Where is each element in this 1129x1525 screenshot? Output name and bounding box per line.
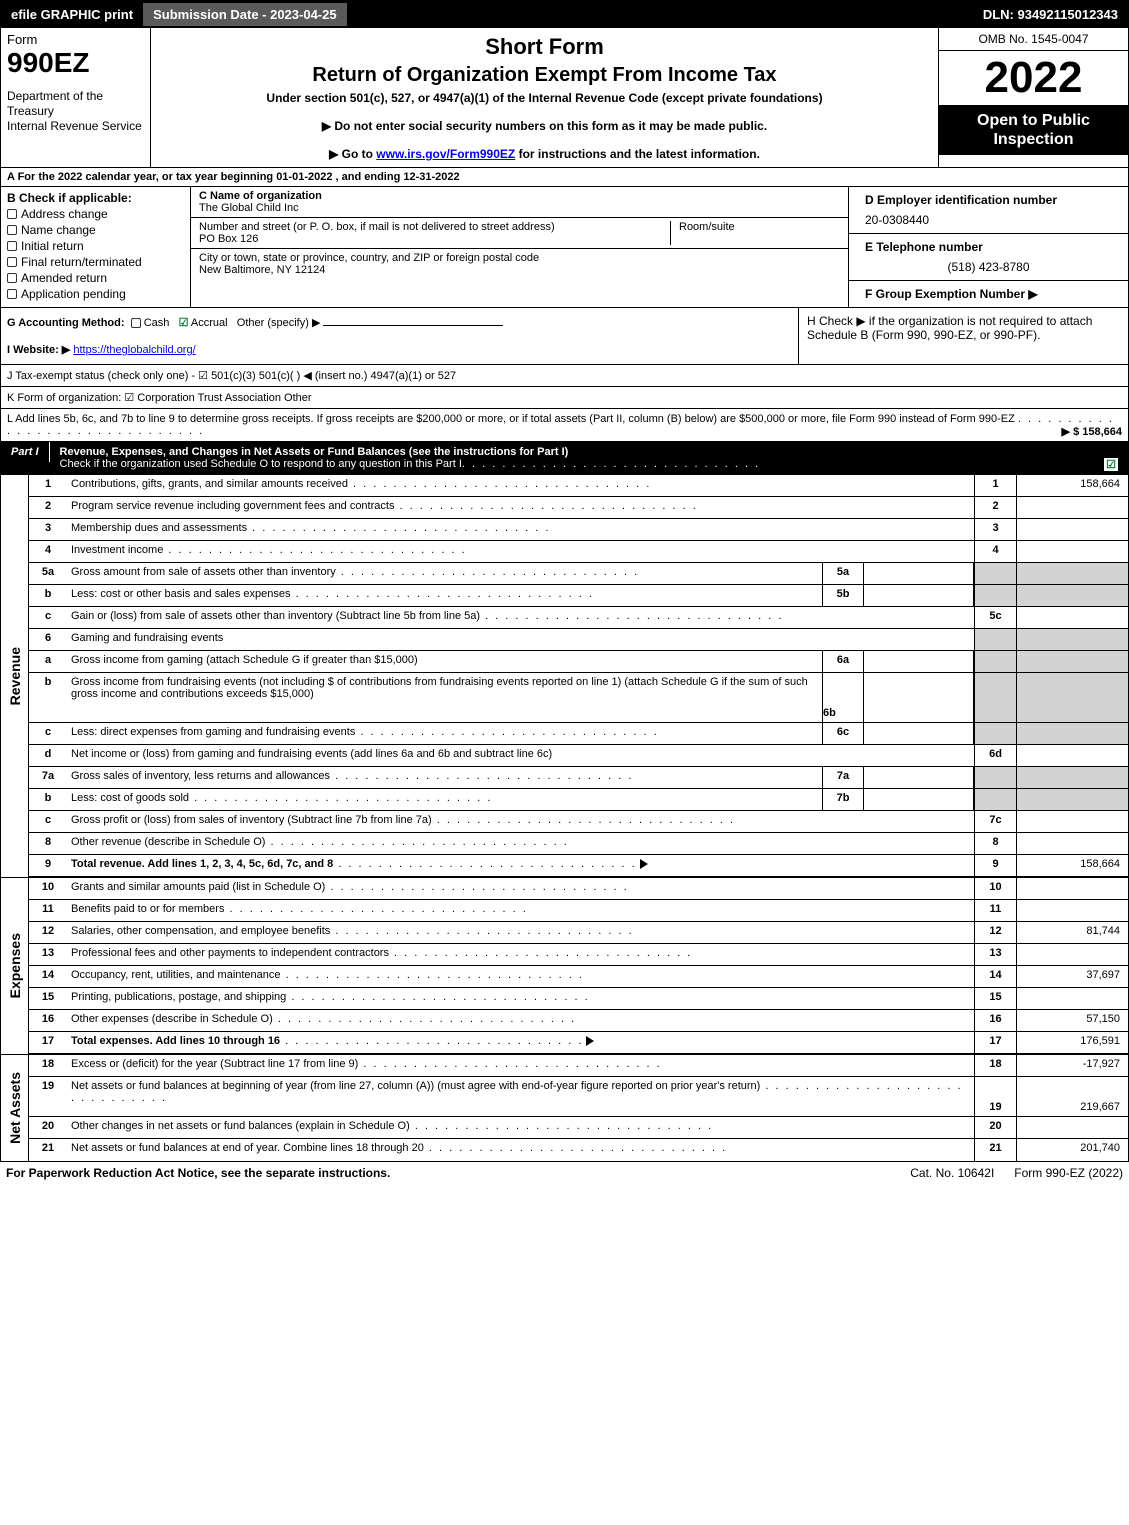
- section-def: D Employer identification number 20-0308…: [848, 187, 1128, 307]
- arrow-icon: [586, 1036, 594, 1046]
- omb-number: OMB No. 1545-0047: [939, 28, 1128, 51]
- form-label: Form: [7, 32, 144, 47]
- room-suite-label: Room/suite: [670, 221, 840, 245]
- line-1-value: 158,664: [1016, 475, 1128, 496]
- checkbox-address-change[interactable]: [7, 209, 17, 219]
- expenses-section: Expenses 10Grants and similar amounts pa…: [1, 877, 1128, 1054]
- open-inspection: Open to Public Inspection: [939, 105, 1128, 155]
- c-addr-label: Number and street (or P. O. box, if mail…: [199, 221, 670, 233]
- checkbox-accrual-checked: ☑: [179, 317, 189, 329]
- d-label: D Employer identification number: [857, 190, 1120, 210]
- section-k: K Form of organization: ☑ Corporation Tr…: [1, 387, 1128, 409]
- line-11-value: [1016, 900, 1128, 921]
- line-21-value: 201,740: [1016, 1139, 1128, 1161]
- c-city-label: City or town, state or province, country…: [199, 252, 840, 264]
- f-label: F Group Exemption Number ▶: [857, 284, 1120, 304]
- cat-no: Cat. No. 10642I: [890, 1166, 1014, 1180]
- e-label: E Telephone number: [857, 237, 1120, 257]
- irs-link[interactable]: www.irs.gov/Form990EZ: [376, 147, 515, 161]
- i-label: I Website: ▶: [7, 344, 70, 356]
- efile-print-label[interactable]: efile GRAPHIC print: [5, 5, 139, 24]
- checkbox-application-pending[interactable]: [7, 289, 17, 299]
- paperwork-notice: For Paperwork Reduction Act Notice, see …: [6, 1166, 890, 1180]
- website-link[interactable]: https://theglobalchild.org/: [73, 344, 195, 356]
- section-j: J Tax-exempt status (check only one) - ☑…: [1, 365, 1128, 387]
- section-a: A For the 2022 calendar year, or tax yea…: [1, 168, 1128, 187]
- dln: DLN: 93492115012343: [977, 5, 1124, 24]
- section-h: H Check ▶ if the organization is not req…: [798, 308, 1128, 364]
- revenue-section: Revenue 1Contributions, gifts, grants, a…: [1, 475, 1128, 877]
- revenue-vlabel: Revenue: [7, 647, 23, 705]
- line-2-value: [1016, 497, 1128, 518]
- expenses-vlabel: Expenses: [7, 933, 23, 998]
- form-990ez-page: efile GRAPHIC print Submission Date - 20…: [0, 0, 1129, 1162]
- line-5c-value: [1016, 607, 1128, 628]
- section-bc: B Check if applicable: Address change Na…: [1, 187, 1128, 308]
- section-l: L Add lines 5b, 6c, and 7b to line 9 to …: [1, 409, 1128, 442]
- line-6d-value: [1016, 745, 1128, 766]
- top-bar: efile GRAPHIC print Submission Date - 20…: [1, 1, 1128, 28]
- ssn-note: ▶ Do not enter social security numbers o…: [159, 119, 930, 133]
- submission-date: Submission Date - 2023-04-25: [143, 3, 347, 26]
- line-3-value: [1016, 519, 1128, 540]
- netassets-vlabel: Net Assets: [7, 1072, 23, 1144]
- line-20-value: [1016, 1117, 1128, 1138]
- part-i-title: Revenue, Expenses, and Changes in Net As…: [60, 446, 1118, 458]
- line-18-value: -17,927: [1016, 1055, 1128, 1076]
- form-number: 990EZ: [7, 47, 144, 79]
- line-7c-value: [1016, 811, 1128, 832]
- checkbox-amended-return[interactable]: [7, 273, 17, 283]
- netassets-section: Net Assets 18Excess or (deficit) for the…: [1, 1054, 1128, 1161]
- form-ref: Form 990-EZ (2022): [1014, 1166, 1123, 1180]
- other-specify-input[interactable]: [323, 325, 503, 326]
- main-title: Return of Organization Exempt From Incom…: [159, 64, 930, 87]
- goto-note: ▶ Go to www.irs.gov/Form990EZ for instru…: [159, 147, 930, 161]
- tax-year: 2022: [939, 51, 1128, 105]
- page-footer: For Paperwork Reduction Act Notice, see …: [0, 1162, 1129, 1184]
- arrow-icon: [640, 859, 648, 869]
- section-g: G Accounting Method: Cash ☑ Accrual Othe…: [1, 308, 798, 364]
- section-b: B Check if applicable: Address change Na…: [1, 187, 191, 307]
- schedule-o-check: ☑: [1104, 458, 1118, 471]
- b-label: B Check if applicable:: [7, 191, 184, 205]
- phone-value: (518) 423-8780: [857, 257, 1120, 277]
- checkbox-name-change[interactable]: [7, 225, 17, 235]
- line-10-value: [1016, 878, 1128, 899]
- line-8-value: [1016, 833, 1128, 854]
- line-4-value: [1016, 541, 1128, 562]
- line-14-value: 37,697: [1016, 966, 1128, 987]
- ein-value: 20-0308440: [857, 210, 1120, 230]
- org-address: PO Box 126: [199, 233, 670, 245]
- line-16-value: 57,150: [1016, 1010, 1128, 1031]
- line-13-value: [1016, 944, 1128, 965]
- line-9-value: 158,664: [1016, 855, 1128, 876]
- line-15-value: [1016, 988, 1128, 1009]
- line-17-value: 176,591: [1016, 1032, 1128, 1053]
- checkbox-cash[interactable]: [131, 318, 141, 328]
- gross-receipts: ▶ $ 158,664: [1062, 425, 1122, 438]
- part-i-label: Part I: [1, 442, 50, 462]
- under-section: Under section 501(c), 527, or 4947(a)(1)…: [159, 91, 930, 105]
- short-form-title: Short Form: [159, 34, 930, 60]
- section-c: C Name of organization The Global Child …: [191, 187, 848, 307]
- department: Department of the Treasury Internal Reve…: [7, 89, 144, 134]
- part-i-header: Part I Revenue, Expenses, and Changes in…: [1, 442, 1128, 475]
- c-name-label: C Name of organization: [199, 190, 840, 202]
- line-12-value: 81,744: [1016, 922, 1128, 943]
- checkbox-final-return[interactable]: [7, 257, 17, 267]
- org-name: The Global Child Inc: [199, 202, 840, 214]
- checkbox-initial-return[interactable]: [7, 241, 17, 251]
- line-19-value: 219,667: [1016, 1077, 1128, 1116]
- header: Form 990EZ Department of the Treasury In…: [1, 28, 1128, 168]
- section-gh: G Accounting Method: Cash ☑ Accrual Othe…: [1, 308, 1128, 365]
- org-city: New Baltimore, NY 12124: [199, 264, 840, 276]
